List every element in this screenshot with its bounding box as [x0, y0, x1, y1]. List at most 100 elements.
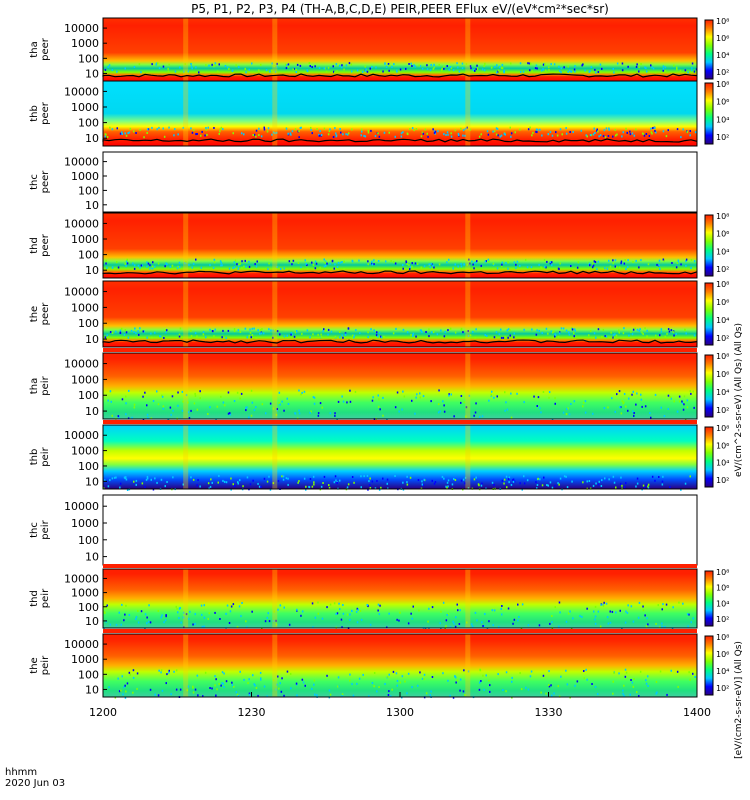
- noise-speck: [164, 619, 167, 622]
- noise-speck: [388, 131, 390, 134]
- noise-speck: [410, 612, 412, 615]
- noise-speck: [658, 264, 660, 267]
- noise-speck: [403, 395, 406, 398]
- noise-speck: [149, 621, 152, 624]
- noise-speck: [419, 396, 421, 399]
- noise-speck: [512, 478, 515, 481]
- noise-speck: [548, 685, 551, 688]
- noise-speck: [615, 134, 617, 137]
- noise-speck: [605, 127, 608, 130]
- flag-strip: [103, 629, 697, 633]
- event-streak: [272, 634, 278, 697]
- noise-speck: [239, 397, 241, 400]
- noise-speck: [152, 265, 154, 268]
- noise-speck: [492, 624, 494, 627]
- noise-speck: [282, 475, 285, 478]
- noise-speck: [280, 690, 283, 693]
- noise-speck: [146, 336, 148, 339]
- noise-speck: [420, 266, 422, 269]
- noise-speck: [501, 264, 503, 267]
- event-streak: [465, 634, 471, 697]
- noise-speck: [561, 133, 563, 136]
- noise-speck: [194, 613, 196, 616]
- noise-speck: [675, 266, 678, 269]
- noise-speck: [548, 69, 550, 72]
- noise-speck: [661, 608, 663, 611]
- noise-speck: [651, 475, 654, 478]
- colorbar-units-label: eV/(cm^2-s-sr-eV) (All Qs) (All Qs): [734, 323, 744, 477]
- noise-speck: [690, 621, 692, 624]
- noise-speck: [221, 264, 223, 267]
- noise-speck: [332, 65, 334, 68]
- noise-speck: [111, 332, 114, 334]
- noise-speck: [574, 329, 576, 332]
- noise-speck: [369, 487, 372, 489]
- noise-speck: [659, 334, 661, 337]
- noise-speck: [515, 263, 517, 266]
- noise-speck: [453, 478, 455, 480]
- noise-speck: [147, 620, 150, 623]
- noise-speck: [619, 609, 621, 612]
- noise-speck: [411, 265, 413, 268]
- noise-speck: [615, 334, 618, 337]
- noise-speck: [124, 132, 126, 135]
- noise-speck: [447, 329, 449, 332]
- colorbar-tick-label: 10⁸: [716, 280, 729, 289]
- flag-strip: [103, 564, 697, 568]
- noise-speck: [107, 65, 109, 68]
- noise-speck: [367, 605, 369, 608]
- noise-speck: [614, 259, 617, 262]
- noise-speck: [685, 258, 688, 261]
- noise-speck: [661, 480, 664, 483]
- noise-speck: [683, 395, 686, 398]
- noise-speck: [445, 619, 448, 622]
- noise-speck: [342, 133, 344, 136]
- y-tick-label: 100: [78, 601, 99, 614]
- noise-speck: [248, 68, 250, 71]
- noise-speck: [663, 259, 665, 262]
- noise-speck: [104, 479, 106, 482]
- panel-ylabel: peir: [40, 588, 51, 608]
- noise-speck: [339, 261, 342, 264]
- noise-speck: [154, 693, 156, 696]
- noise-speck: [125, 134, 128, 137]
- noise-speck: [215, 694, 217, 697]
- y-tick-label: 100: [78, 460, 99, 473]
- noise-speck: [685, 264, 687, 267]
- noise-speck: [205, 127, 207, 129]
- noise-speck: [559, 69, 561, 72]
- noise-speck: [375, 66, 377, 69]
- colorbar-tick-label: 10⁴: [716, 115, 729, 124]
- noise-speck: [318, 67, 321, 69]
- noise-speck: [646, 70, 648, 73]
- noise-speck: [382, 414, 384, 417]
- noise-speck: [177, 611, 179, 614]
- noise-speck: [197, 694, 199, 697]
- noise-speck: [516, 260, 519, 263]
- noise-speck: [109, 479, 111, 482]
- noise-speck: [594, 132, 596, 134]
- noise-speck: [219, 618, 221, 620]
- noise-speck: [588, 480, 591, 482]
- noise-speck: [447, 479, 450, 482]
- noise-speck: [636, 63, 638, 66]
- noise-speck: [536, 487, 538, 490]
- noise-speck: [342, 336, 344, 339]
- noise-speck: [619, 482, 622, 485]
- colorbar-tick-label: 10⁸: [716, 212, 729, 221]
- noise-speck: [140, 264, 143, 267]
- panel-ylabel: thc: [29, 522, 40, 538]
- noise-speck: [540, 69, 543, 72]
- noise-speck: [467, 670, 470, 673]
- panel-ylabel: peir: [40, 375, 51, 395]
- noise-speck: [485, 260, 487, 263]
- noise-speck: [626, 131, 628, 134]
- noise-speck: [482, 674, 484, 677]
- noise-speck: [632, 328, 635, 331]
- noise-speck: [260, 485, 262, 488]
- noise-speck: [259, 329, 262, 332]
- noise-speck: [402, 481, 404, 484]
- noise-speck: [254, 263, 256, 266]
- event-streak: [183, 18, 189, 81]
